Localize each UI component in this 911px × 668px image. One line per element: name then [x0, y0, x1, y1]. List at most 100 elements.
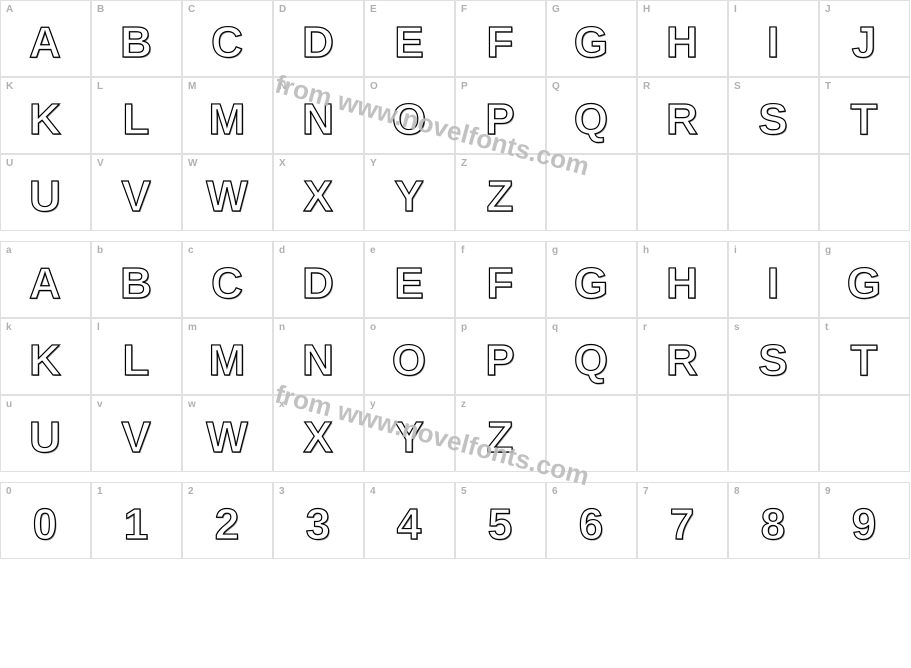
glyph-display: 4	[397, 500, 422, 550]
key-label: F	[461, 4, 467, 15]
glyph-display: V	[121, 413, 151, 463]
key-label: 3	[279, 486, 285, 497]
glyph-display: E	[394, 18, 424, 68]
key-label: p	[461, 322, 467, 333]
glyph-cell: WW	[182, 154, 273, 231]
glyph-display: 7	[670, 500, 695, 550]
glyph-cell: JJ	[819, 0, 910, 77]
glyph-cell: kK	[0, 318, 91, 395]
key-label: G	[552, 4, 560, 15]
key-label: 5	[461, 486, 467, 497]
key-label: o	[370, 322, 376, 333]
glyph-display: 3	[306, 500, 331, 550]
glyph-cell: TT	[819, 77, 910, 154]
glyph-row: UUVVWW X X Y Y Z Z	[0, 154, 911, 231]
key-label: 9	[825, 486, 831, 497]
glyph-display: X	[303, 413, 333, 463]
glyph-cell: RR	[637, 77, 728, 154]
glyph-display: D	[302, 18, 335, 68]
glyph-display: 1	[124, 500, 149, 550]
glyph-cell: DD	[273, 0, 364, 77]
key-label: E	[370, 4, 377, 15]
glyph-cell: gG	[546, 241, 637, 318]
glyph-display: M	[209, 336, 247, 386]
key-label: f	[461, 245, 464, 256]
glyph-cell: bB	[91, 241, 182, 318]
glyph-cell: fF	[455, 241, 546, 318]
glyph-display: Y	[394, 172, 424, 222]
glyph-cell: mM	[182, 318, 273, 395]
key-label: v	[97, 399, 103, 410]
glyph-display: 0	[33, 500, 58, 550]
key-label: c	[188, 245, 194, 256]
glyph-display: E	[394, 259, 424, 309]
glyph-cell: wW	[182, 395, 273, 472]
glyph-display: X	[303, 172, 333, 222]
glyph-cell: 66	[546, 482, 637, 559]
glyph-cell: hH	[637, 241, 728, 318]
glyph-cell: GG	[546, 0, 637, 77]
glyph-display: L	[123, 95, 151, 145]
key-label: Z	[461, 158, 467, 169]
glyph-cell: pP	[455, 318, 546, 395]
key-label: t	[825, 322, 828, 333]
key-label: O	[370, 81, 378, 92]
glyph-cell: 77	[637, 482, 728, 559]
key-label: X	[279, 158, 286, 169]
glyph-cell: gG	[819, 241, 910, 318]
rows-host: AABBCCDDEEFFGGHHIIJJKKLLMMNNOOPPQQRRSSTT…	[0, 0, 911, 559]
key-label: Q	[552, 81, 560, 92]
key-label: K	[6, 81, 13, 92]
glyph-cell: yY	[364, 395, 455, 472]
glyph-cell: UU	[0, 154, 91, 231]
glyph-row: KKLLMMNNOOPPQQRRSSTT	[0, 77, 911, 154]
row-spacer	[0, 472, 911, 482]
glyph-cell	[728, 395, 819, 472]
glyph-row: AABBCCDDEEFFGGHHIIJJ	[0, 0, 911, 77]
glyph-display: G	[574, 18, 609, 68]
glyph-cell: OO	[364, 77, 455, 154]
key-label: u	[6, 399, 12, 410]
glyph-cell: 44	[364, 482, 455, 559]
glyph-display: Y	[394, 413, 424, 463]
glyph-display: T	[851, 95, 879, 145]
glyph-display: N	[302, 95, 335, 145]
glyph-cell	[819, 154, 910, 231]
glyph-display: Z	[487, 172, 515, 222]
key-label: y	[370, 399, 376, 410]
key-label: k	[6, 322, 12, 333]
glyph-cell: FF	[455, 0, 546, 77]
key-label: 0	[6, 486, 12, 497]
key-label: l	[97, 322, 100, 333]
glyph-cell: AA	[0, 0, 91, 77]
glyph-display: M	[209, 95, 247, 145]
key-label: g	[825, 245, 831, 256]
key-label: m	[188, 322, 197, 333]
glyph-cell: aA	[0, 241, 91, 318]
glyph-cell: xX	[273, 395, 364, 472]
key-label: W	[188, 158, 197, 169]
glyph-display: R	[666, 95, 699, 145]
glyph-cell: nN	[273, 318, 364, 395]
glyph-display: V	[121, 172, 151, 222]
key-label: P	[461, 81, 468, 92]
glyph-cell	[546, 154, 637, 231]
glyph-display: O	[392, 336, 427, 386]
key-label: Y	[370, 158, 377, 169]
glyph-display: A	[29, 259, 62, 309]
glyph-display: F	[487, 18, 515, 68]
glyph-cell: 00	[0, 482, 91, 559]
glyph-display: F	[487, 259, 515, 309]
glyph-cell: dD	[273, 241, 364, 318]
glyph-cell: SS	[728, 77, 819, 154]
glyph-display: C	[211, 259, 244, 309]
glyph-cell: VV	[91, 154, 182, 231]
key-label: 4	[370, 486, 376, 497]
glyph-display: Q	[574, 336, 609, 386]
key-label: r	[643, 322, 647, 333]
glyph-display: 9	[852, 500, 877, 550]
key-label: U	[6, 158, 13, 169]
key-label: J	[825, 4, 831, 15]
key-label: d	[279, 245, 285, 256]
glyph-cell: HH	[637, 0, 728, 77]
